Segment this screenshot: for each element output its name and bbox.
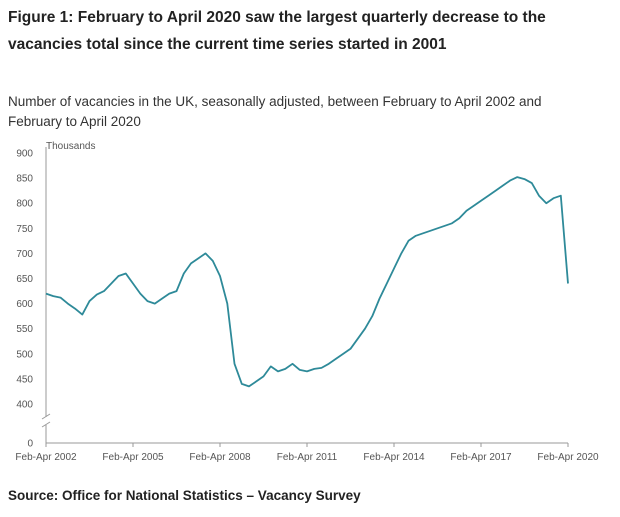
y-axis-unit-label: Thousands <box>46 141 95 152</box>
x-tick-label: Feb-Apr 2002 <box>15 452 77 463</box>
y-tick-label: 700 <box>16 249 33 260</box>
x-tick-label: Feb-Apr 2020 <box>537 452 599 463</box>
y-tick-label: 0 <box>27 439 33 450</box>
y-tick-label: 400 <box>16 400 33 411</box>
source-note: Source: Office for National Statistics –… <box>8 488 361 503</box>
y-tick-label: 850 <box>16 174 33 185</box>
x-tick-label: Feb-Apr 2008 <box>189 452 251 463</box>
y-tick-label: 450 <box>16 374 33 385</box>
x-tick-label: Feb-Apr 2017 <box>450 452 512 463</box>
y-tick-label: 900 <box>16 149 33 160</box>
y-tick-label: 600 <box>16 299 33 310</box>
chart-title: Figure 1: February to April 2020 saw the… <box>8 9 546 53</box>
y-tick-label: 550 <box>16 324 33 335</box>
axis-break-icon <box>41 413 51 428</box>
y-tick-label: 500 <box>16 349 33 360</box>
y-tick-label: 800 <box>16 199 33 210</box>
chart-subtitle: Number of vacancies in the UK, seasonall… <box>8 94 542 129</box>
y-axis: 0 400 450 500 550 600 650 700 750 800 850 900 <box>16 147 51 450</box>
x-tick-label: Feb-Apr 2011 <box>277 452 338 463</box>
x-tick-label: Feb-Apr 2005 <box>102 452 164 463</box>
x-tick-label: Feb-Apr 2014 <box>363 452 425 463</box>
x-axis: Feb-Apr 2002 Feb-Apr 2005 Feb-Apr 2008 Feb-… <box>15 442 599 463</box>
y-tick-label: 650 <box>16 274 33 285</box>
series-group <box>45 176 569 388</box>
vacancies-series-line <box>45 176 569 388</box>
y-tick-label: 750 <box>16 224 33 235</box>
